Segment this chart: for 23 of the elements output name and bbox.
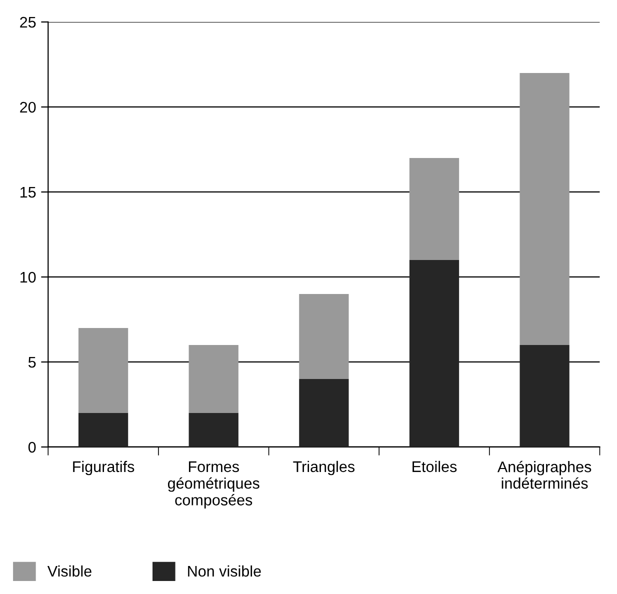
x-tick-label: Triangles xyxy=(293,460,355,476)
bar xyxy=(520,72,570,345)
bar xyxy=(409,158,460,260)
bar xyxy=(520,344,570,447)
y-tick-label: 0 xyxy=(28,442,36,453)
bar xyxy=(299,294,349,379)
x-tick-label: Anépigraphes indéterminés xyxy=(497,460,592,489)
bar xyxy=(299,378,349,447)
bar xyxy=(409,260,460,447)
y-tick-label: 15 xyxy=(20,187,36,198)
bar xyxy=(78,328,128,413)
y-tick-label: 20 xyxy=(20,102,36,113)
y-tick-label: 5 xyxy=(28,357,36,368)
bar xyxy=(188,344,238,413)
x-tick-label: Etoiles xyxy=(412,460,457,472)
bar xyxy=(188,412,238,447)
x-tick-label: Figuratifs xyxy=(73,460,134,476)
y-tick-label: 10 xyxy=(20,272,36,283)
legend-label: Non visible xyxy=(188,565,261,577)
y-tick-label: 25 xyxy=(20,16,36,28)
x-tick-label: Formes géométriques composées xyxy=(168,461,260,508)
legend-label: Visible xyxy=(47,565,92,577)
bar xyxy=(78,412,128,447)
